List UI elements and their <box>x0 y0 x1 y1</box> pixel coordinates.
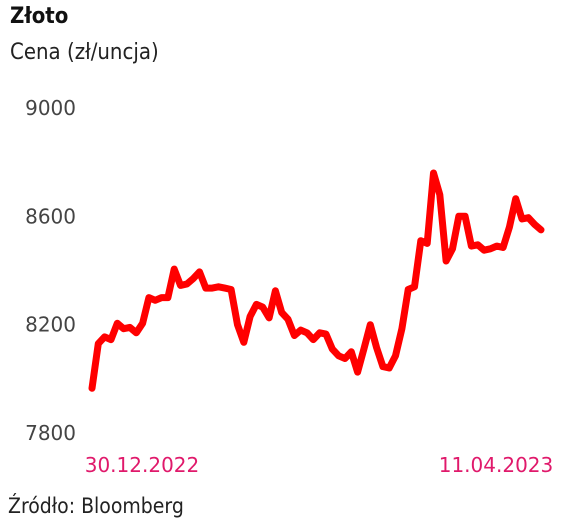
y-axis-ticks: 9000 8600 8200 7800 <box>25 96 76 445</box>
y-tick-label-8200: 8200 <box>25 313 76 337</box>
series-line-0 <box>88 169 545 392</box>
y-tick-label-7800: 7800 <box>25 421 76 445</box>
chart-title: Złoto <box>10 4 69 29</box>
y-tick-label-8600: 8600 <box>25 204 76 228</box>
series-group <box>88 169 545 392</box>
x-tick-label-end: 11.04.2023 <box>439 453 554 477</box>
x-tick-label-start: 30.12.2022 <box>85 453 200 477</box>
x-axis-ticks: 30.12.2022 11.04.2023 <box>85 453 554 477</box>
chart-subtitle: Cena (zł/uncja) <box>10 40 159 65</box>
source-note: Źródło: Bloomberg <box>8 494 184 518</box>
y-tick-label-9000: 9000 <box>25 96 76 120</box>
